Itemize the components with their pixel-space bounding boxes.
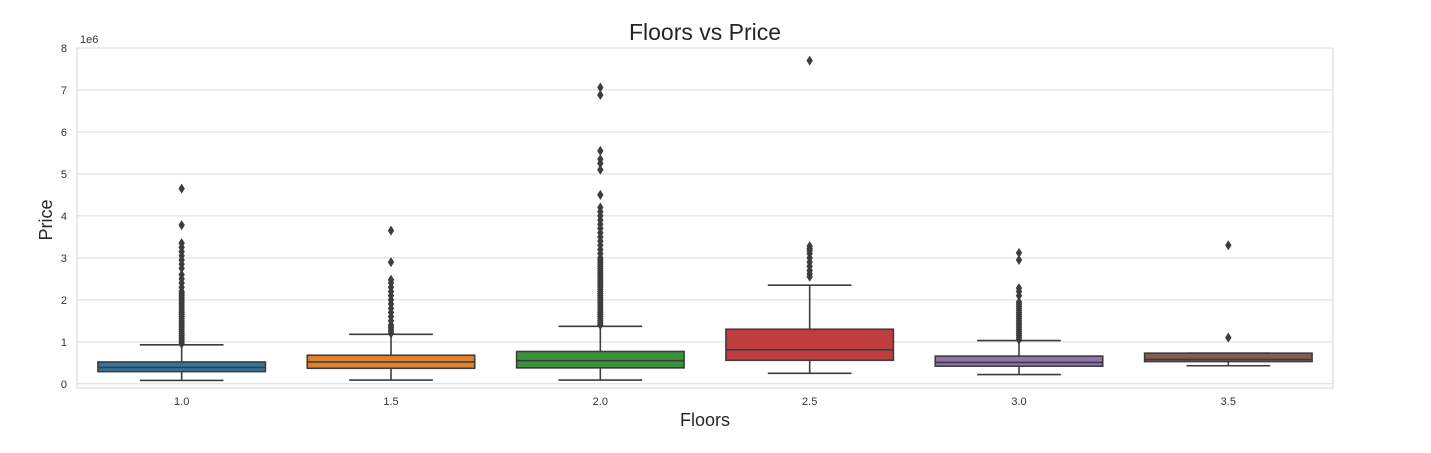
outlier-point [1225, 240, 1232, 251]
outlier-point [597, 189, 604, 200]
x-tick-label: 3.0 [1011, 396, 1026, 408]
outlier-point [387, 225, 395, 236]
x-tick-label: 2.5 [802, 396, 817, 408]
outlier-point [1015, 247, 1023, 258]
y-tick-label: 1 [61, 337, 67, 349]
iqr-box [515, 350, 685, 369]
outlier-point [806, 55, 813, 66]
box-1-0 [97, 183, 267, 382]
x-axis-title: Floors [680, 410, 730, 430]
plot-frame [76, 47, 1334, 389]
outlier-point [597, 202, 604, 213]
box-2-5 [725, 55, 895, 375]
y-tick-label: 5 [61, 169, 67, 181]
box-3-0 [934, 247, 1104, 376]
outlier-point [178, 238, 185, 249]
box-2-0 [515, 82, 685, 381]
outlier-point [178, 183, 185, 194]
outlier-point [387, 257, 395, 268]
outlier-point [597, 90, 604, 101]
outlier-point [597, 145, 604, 156]
plot-area: 0 1 2 3 4 5 6 7 8 1.0 1.5 2.0 2.5 3.0 3.5 [61, 43, 1334, 408]
chart-title: Floors vs Price [629, 19, 781, 45]
outlier-point [178, 269, 185, 280]
outlier-point [597, 164, 604, 175]
outlier-point [178, 220, 185, 231]
outlier-point [806, 241, 813, 252]
x-tick-label: 3.5 [1221, 396, 1236, 408]
y-tick-label: 7 [61, 85, 67, 97]
iqr-box [725, 328, 895, 362]
outlier-point [597, 82, 604, 93]
y-scale-label: 1e6 [80, 34, 98, 46]
outlier-point [1015, 254, 1023, 265]
y-tick-label: 0 [61, 379, 67, 391]
outlier-point [597, 154, 604, 165]
y-tick-label: 3 [61, 253, 67, 265]
y-tick-label: 4 [61, 211, 67, 223]
x-tick-label: 1.0 [174, 396, 189, 408]
y-tick-label: 6 [61, 127, 67, 139]
iqr-box [1143, 352, 1313, 363]
box-1-5 [306, 225, 476, 381]
outlier-point [1015, 296, 1023, 307]
y-tick-label: 2 [61, 295, 67, 307]
outlier-point [387, 274, 395, 285]
iqr-box [934, 355, 1104, 367]
box-3-5 [1143, 240, 1313, 367]
y-tick-label: 8 [61, 43, 67, 55]
outlier-point [1015, 283, 1023, 294]
y-axis-title: Price [36, 199, 56, 240]
x-tick-label: 1.5 [383, 396, 398, 408]
x-tick-label: 2.0 [593, 396, 608, 408]
outlier-point [1225, 332, 1232, 343]
